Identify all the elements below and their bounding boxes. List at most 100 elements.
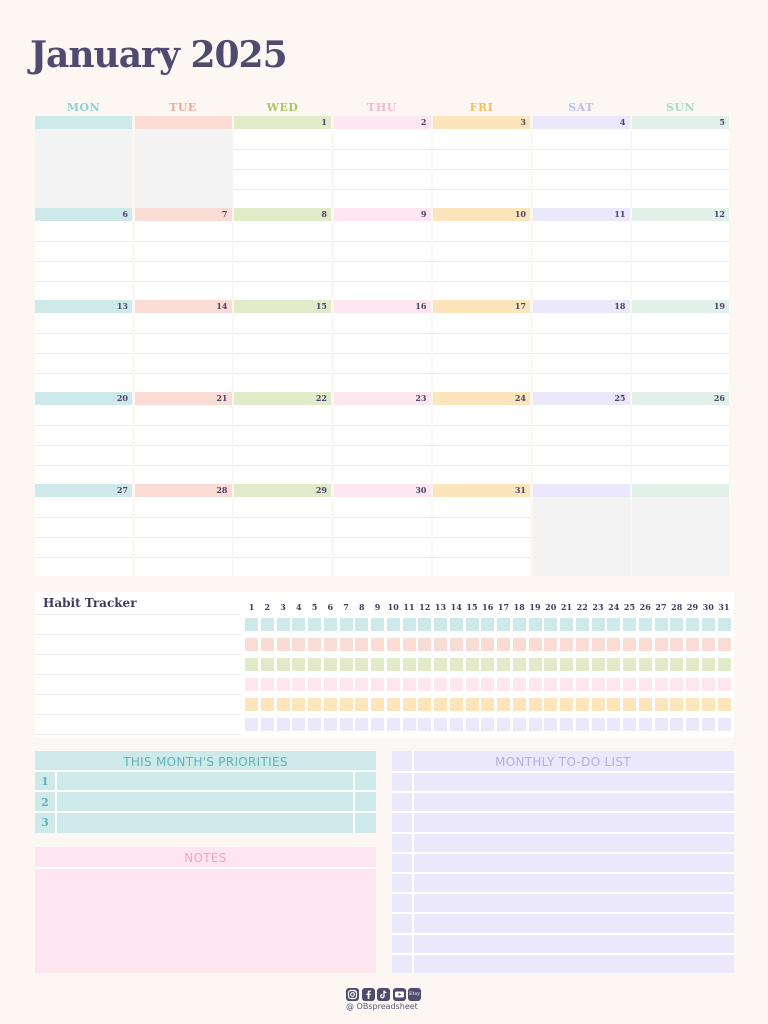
habit-checkbox[interactable]: [623, 718, 636, 731]
habit-checkbox[interactable]: [654, 698, 668, 711]
habit-checkbox[interactable]: [638, 718, 652, 731]
habit-checkbox[interactable]: [701, 658, 715, 671]
habit-checkbox[interactable]: [701, 698, 715, 711]
habit-checkbox[interactable]: [701, 638, 715, 651]
habit-checkbox[interactable]: [497, 678, 510, 691]
habit-checkbox[interactable]: [292, 658, 306, 671]
habit-checkbox[interactable]: [355, 638, 369, 651]
habit-checkbox[interactable]: [560, 658, 573, 671]
habit-checkbox[interactable]: [449, 658, 463, 671]
habit-checkbox[interactable]: [575, 618, 589, 631]
habit-checkbox[interactable]: [402, 698, 416, 711]
habit-checkbox[interactable]: [591, 638, 605, 651]
habit-checkbox[interactable]: [512, 638, 526, 651]
habit-checkbox[interactable]: [544, 658, 558, 671]
habit-checkbox[interactable]: [623, 698, 636, 711]
habit-checkbox[interactable]: [575, 638, 589, 651]
habit-checkbox[interactable]: [386, 678, 400, 691]
tiktok-icon[interactable]: [377, 988, 390, 1001]
habit-checkbox[interactable]: [481, 698, 495, 711]
habit-checkbox[interactable]: [418, 658, 432, 671]
day-cell[interactable]: 2: [333, 116, 431, 208]
habit-checkbox[interactable]: [418, 678, 432, 691]
habit-checkbox[interactable]: [371, 638, 384, 651]
habit-checkbox[interactable]: [654, 678, 668, 691]
habit-checkbox[interactable]: [544, 718, 558, 731]
habit-checkbox[interactable]: [544, 698, 558, 711]
habit-checkbox[interactable]: [386, 718, 400, 731]
day-cell[interactable]: 29: [234, 484, 331, 576]
habit-checkbox[interactable]: [512, 658, 526, 671]
habit-checkbox[interactable]: [245, 718, 258, 731]
habit-checkbox[interactable]: [355, 658, 369, 671]
priority-row[interactable]: 3: [35, 813, 376, 832]
habit-checkbox[interactable]: [686, 678, 699, 691]
day-cell[interactable]: 16: [333, 300, 431, 392]
habit-checkbox[interactable]: [308, 618, 321, 631]
habit-checkbox[interactable]: [260, 698, 274, 711]
habit-checkbox[interactable]: [402, 658, 416, 671]
priority-row[interactable]: 2: [35, 793, 376, 813]
habit-checkbox[interactable]: [591, 698, 605, 711]
habit-checkbox[interactable]: [292, 618, 306, 631]
day-cell[interactable]: 3: [433, 116, 530, 208]
habit-checkbox[interactable]: [449, 718, 463, 731]
habit-checkbox[interactable]: [575, 698, 589, 711]
habit-checkbox[interactable]: [623, 638, 636, 651]
day-cell[interactable]: 28: [134, 484, 232, 576]
day-cell[interactable]: 4: [532, 116, 630, 208]
habit-checkbox[interactable]: [339, 618, 353, 631]
day-cell[interactable]: 20: [35, 392, 132, 484]
habit-checkbox[interactable]: [355, 718, 369, 731]
day-cell[interactable]: 8: [234, 208, 331, 300]
day-cell[interactable]: 25: [532, 392, 630, 484]
habit-checkbox[interactable]: [560, 638, 573, 651]
habit-checkbox[interactable]: [528, 698, 542, 711]
habit-checkbox[interactable]: [434, 698, 447, 711]
habit-checkbox[interactable]: [245, 658, 258, 671]
habit-checkbox[interactable]: [481, 678, 495, 691]
habit-checkbox[interactable]: [386, 698, 400, 711]
habit-checkbox[interactable]: [434, 678, 447, 691]
day-cell[interactable]: 21: [134, 392, 232, 484]
day-cell[interactable]: 18: [532, 300, 630, 392]
habit-checkbox[interactable]: [607, 698, 621, 711]
day-cell[interactable]: 1: [234, 116, 331, 208]
habit-checkbox[interactable]: [308, 678, 321, 691]
habit-checkbox[interactable]: [497, 718, 510, 731]
habit-checkbox[interactable]: [717, 718, 731, 731]
habit-checkbox[interactable]: [575, 718, 589, 731]
day-cell[interactable]: 12: [632, 208, 729, 300]
habit-checkbox[interactable]: [528, 658, 542, 671]
habit-checkbox[interactable]: [260, 678, 274, 691]
habit-checkbox[interactable]: [386, 618, 400, 631]
habit-checkbox[interactable]: [465, 658, 479, 671]
habit-checkbox[interactable]: [402, 718, 416, 731]
habit-checkbox[interactable]: [339, 638, 353, 651]
habit-checkbox[interactable]: [418, 618, 432, 631]
habit-checkbox[interactable]: [560, 698, 573, 711]
facebook-icon[interactable]: [361, 988, 375, 1001]
habit-checkbox[interactable]: [323, 658, 337, 671]
habit-checkbox[interactable]: [717, 678, 731, 691]
habit-checkbox[interactable]: [465, 618, 479, 631]
habit-checkbox[interactable]: [323, 718, 337, 731]
day-cell[interactable]: 6: [35, 208, 132, 300]
day-cell[interactable]: 14: [134, 300, 232, 392]
habit-checkbox[interactable]: [528, 638, 542, 651]
habit-checkbox[interactable]: [560, 678, 573, 691]
habit-checkbox[interactable]: [638, 618, 652, 631]
habit-checkbox[interactable]: [654, 718, 668, 731]
habit-checkbox[interactable]: [418, 698, 432, 711]
habit-checkbox[interactable]: [481, 718, 495, 731]
habit-checkbox[interactable]: [465, 678, 479, 691]
habit-checkbox[interactable]: [260, 718, 274, 731]
habit-checkbox[interactable]: [308, 718, 321, 731]
habit-checkbox[interactable]: [355, 618, 369, 631]
habit-checkbox[interactable]: [276, 618, 290, 631]
habit-checkbox[interactable]: [717, 698, 731, 711]
habit-checkbox[interactable]: [701, 618, 715, 631]
habit-checkbox[interactable]: [434, 638, 447, 651]
habit-checkbox[interactable]: [418, 718, 432, 731]
habit-checkbox[interactable]: [465, 718, 479, 731]
